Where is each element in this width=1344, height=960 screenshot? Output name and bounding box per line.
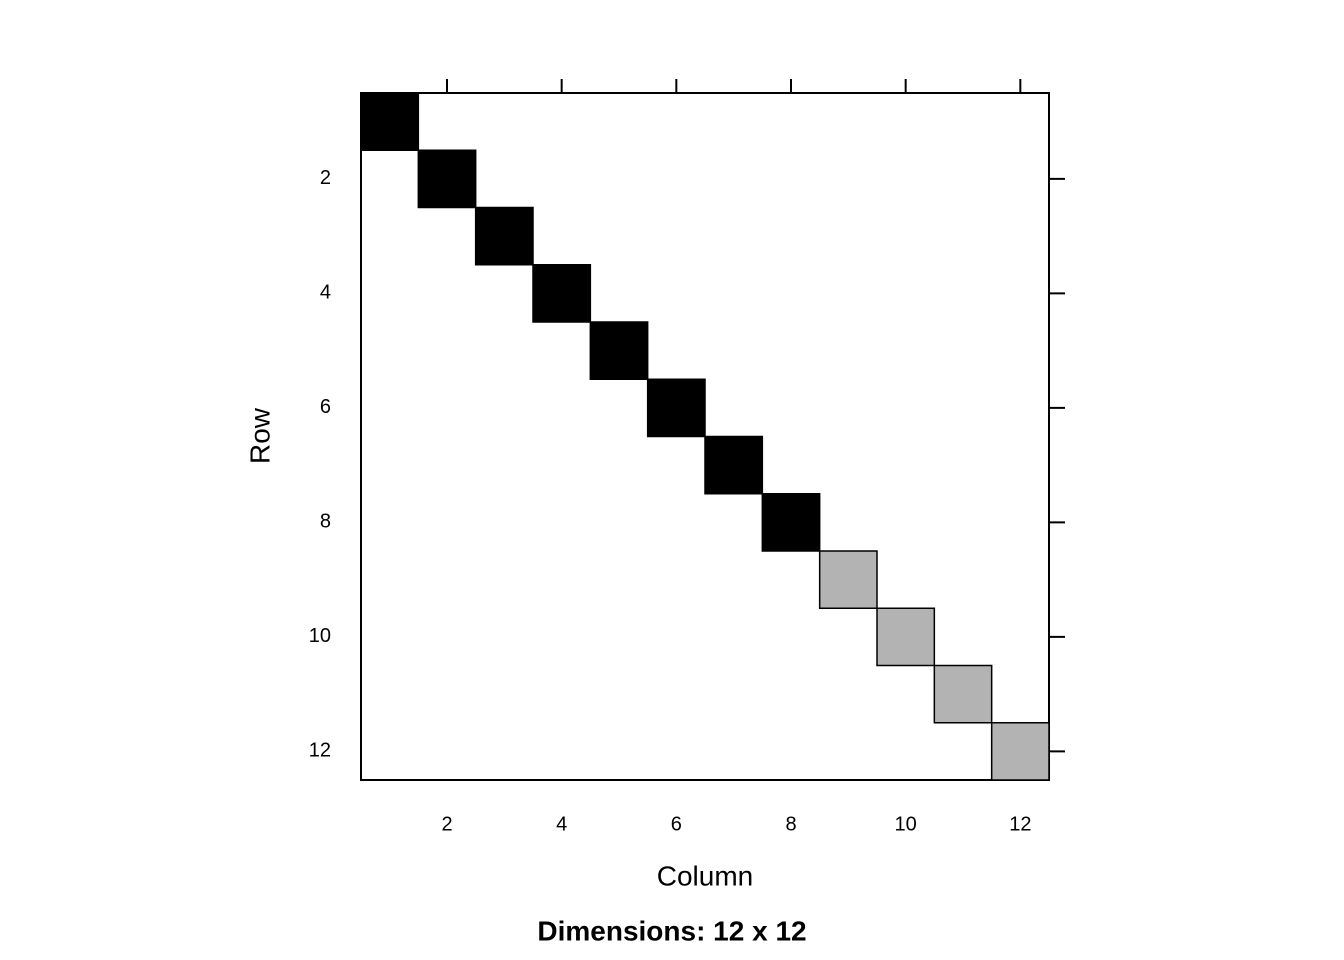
y-tick-label: 4 — [320, 282, 331, 304]
y-tick-label: 8 — [320, 511, 331, 533]
subtitle: Dimensions: 12 x 12 — [537, 915, 806, 946]
x-tick-label: 4 — [556, 813, 567, 835]
cell — [532, 264, 592, 323]
cell — [933, 664, 993, 724]
y-tick-label: 10 — [309, 625, 331, 647]
cell — [876, 607, 936, 667]
cell — [761, 493, 821, 552]
x-axis-label: Column — [657, 860, 753, 891]
cell — [704, 435, 764, 495]
x-tick-label: 2 — [441, 813, 452, 835]
cell — [474, 206, 534, 266]
cell — [818, 550, 878, 609]
y-tick-label: 2 — [320, 167, 331, 189]
plot-frame — [360, 92, 1050, 781]
y-axis-label: Row — [244, 407, 275, 464]
y-tick-label: 6 — [320, 396, 331, 418]
x-tick-label: 12 — [1009, 813, 1031, 835]
y-tick-label: 12 — [309, 740, 331, 762]
x-tick-label: 8 — [785, 813, 796, 835]
cell — [360, 92, 420, 151]
cell — [646, 378, 706, 438]
cell — [589, 321, 649, 380]
cell — [417, 149, 477, 209]
x-tick-label: 10 — [895, 813, 917, 835]
x-tick-label: 6 — [671, 813, 682, 835]
cell — [990, 722, 1050, 781]
